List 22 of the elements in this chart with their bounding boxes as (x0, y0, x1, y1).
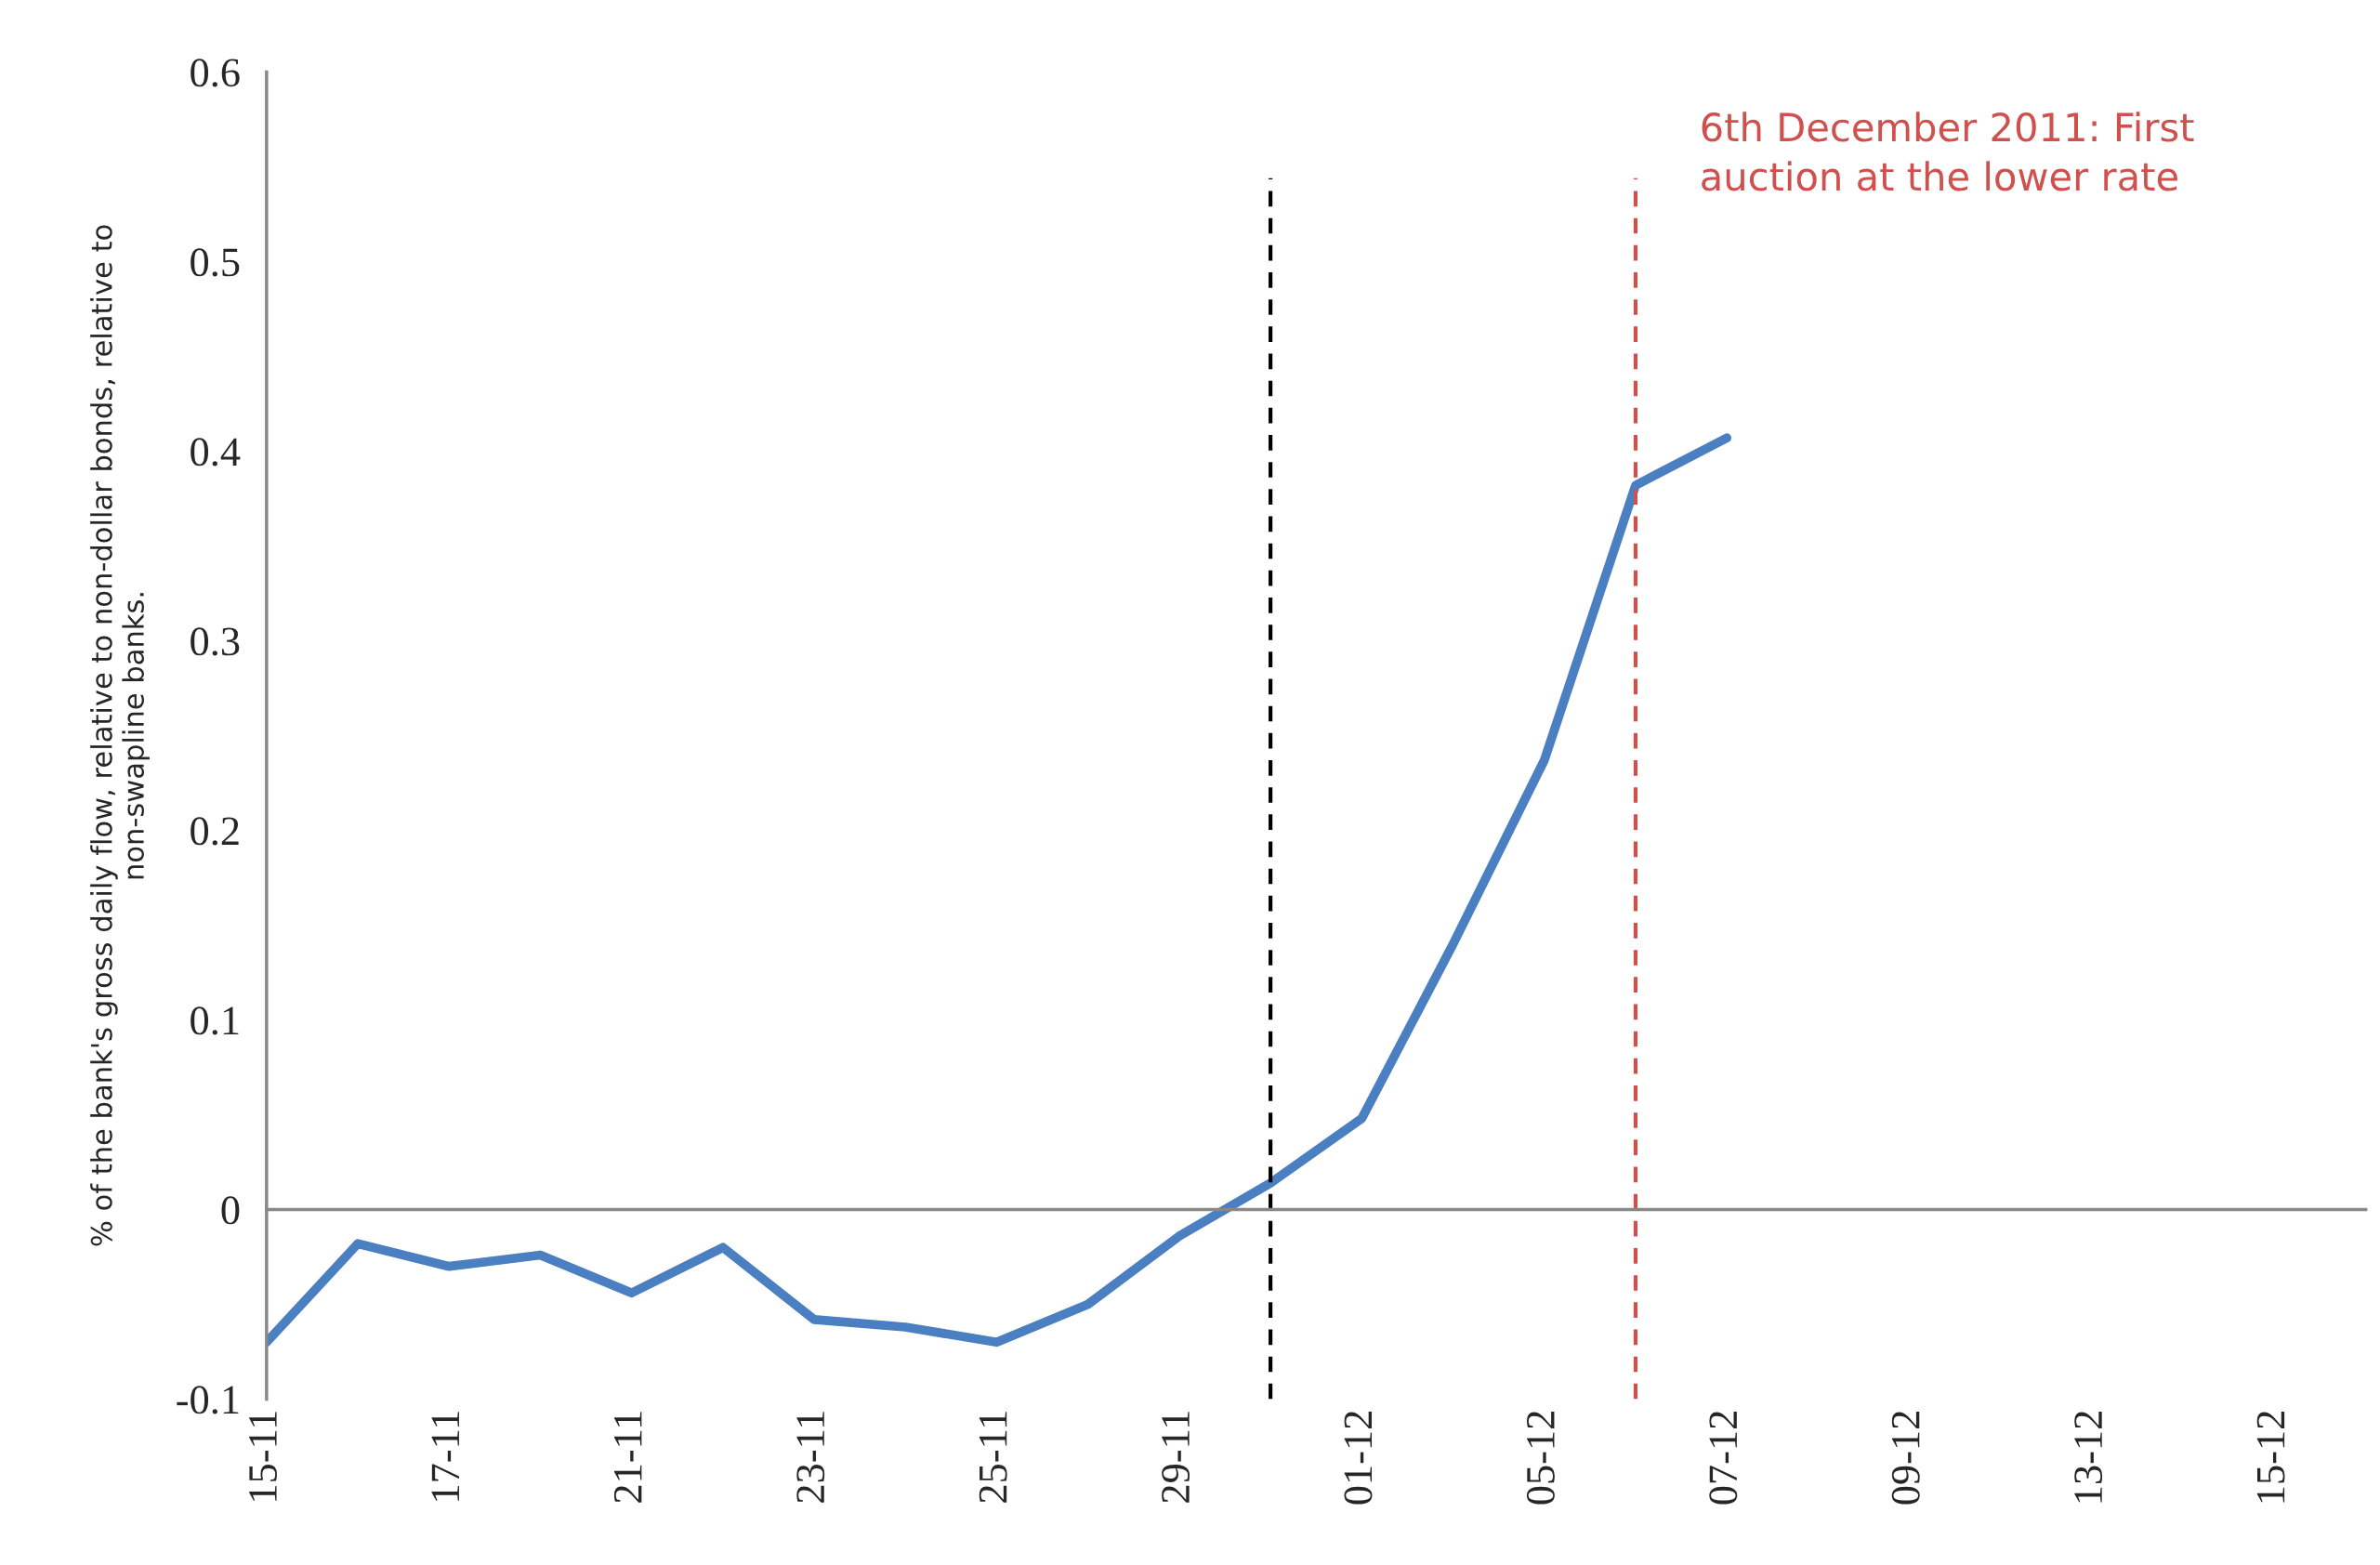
x-tick-label: 01-12 (1344, 1412, 1373, 1505)
x-tick-label: 15-11 (249, 1412, 277, 1501)
x-tick-label: 13-12 (2074, 1412, 2103, 1503)
y-axis-title: % of the bank's gross daily flow, relative to non-dollar bonds, relative to non-swapline banks. (90, 225, 150, 1246)
x-tick-label: 29-11 (1162, 1412, 1190, 1503)
x-tick-label: 09-12 (1891, 1412, 1920, 1505)
y-tick-label: 0.2 (191, 817, 239, 846)
x-tick-label: 15-12 (2256, 1412, 2285, 1503)
x-tick-label: 17-11 (431, 1412, 459, 1501)
y-tick-label: 0.3 (191, 627, 240, 656)
y-tick-label: 0.1 (191, 1006, 239, 1035)
y-tick-label: 0.6 (191, 59, 240, 87)
y-tick-label: 0.5 (191, 248, 240, 277)
y-tick-label: -0.1 (177, 1386, 239, 1414)
y-tick-label: 0 (221, 1196, 240, 1225)
x-tick-label: 05-12 (1526, 1412, 1555, 1505)
x-tick-label: 23-11 (796, 1412, 825, 1503)
x-tick-label: 07-12 (1709, 1412, 1738, 1505)
y-tick-label: 0.4 (191, 438, 241, 467)
x-tick-label: 21-11 (613, 1412, 642, 1503)
x-tick-label: 25-11 (979, 1412, 1007, 1503)
annotation: 6th December 2011: First auction at the lower rate (1702, 112, 2194, 191)
